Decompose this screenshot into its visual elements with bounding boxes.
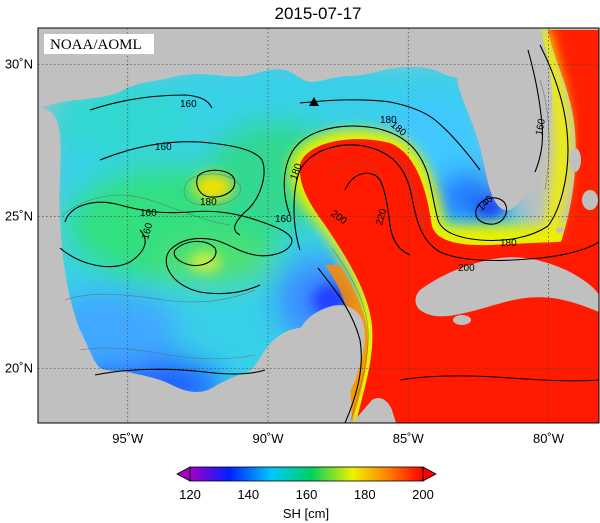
thin-contour-loop-outer: [309, 145, 426, 233]
central-america-coast: [352, 398, 396, 423]
colorbar-tick-label: 160: [296, 487, 318, 502]
mexico-land: [38, 108, 352, 423]
lon-tick-label: 80˚W: [533, 431, 565, 446]
lat-tick-label: 30˚N: [5, 56, 33, 71]
contour-label: 160: [155, 142, 172, 153]
contour-160-south-loop: [94, 368, 266, 376]
watermark-label: NOAA/AOML: [50, 37, 142, 53]
colorbar-tick-label: 180: [354, 487, 376, 502]
contour-140-florida: [475, 197, 508, 225]
bahamas-island-c: [525, 155, 531, 165]
contour-220-loop-core: [344, 172, 411, 256]
location-marker-triangle: [309, 97, 319, 106]
cyan-northwest: [50, 85, 190, 155]
contour-label: 180: [200, 197, 217, 208]
thin-contours: [61, 79, 550, 423]
lat-tick-label: 25˚N: [5, 208, 33, 223]
colorbar-tick-label: 200: [412, 487, 434, 502]
lat-tick-labels: 30˚N 25˚N 20˚N: [5, 56, 33, 375]
figure-title: 2015-07-17: [275, 4, 362, 23]
contour-160-northeast: [299, 99, 481, 171]
contour-label: 160: [140, 221, 155, 240]
colorbar-min-arrow: [176, 466, 191, 482]
lat-tick-label: 20˚N: [5, 360, 33, 375]
thin-contour-sw: [64, 289, 256, 303]
gulf-stream-yellow-edge: [536, 30, 572, 235]
land-masses: [38, 28, 599, 423]
colorbar-tick-label: 140: [237, 487, 259, 502]
colorbar-gradient: [190, 467, 423, 481]
contour-180-loop-outer: [283, 44, 569, 241]
lon-tick-label: 90˚W: [252, 431, 284, 446]
contour-label: 220: [374, 207, 389, 226]
colorbar-tick-labels: 120 140 160 180 200: [179, 487, 434, 502]
thin-contour-eddy: [183, 173, 241, 206]
bahamas-island-d: [556, 227, 564, 233]
thin-contour-gulfstream: [539, 79, 550, 191]
contour-label: 160: [275, 214, 292, 225]
contour-label: 160: [140, 208, 157, 219]
contour-label: 160: [534, 118, 548, 137]
lon-tick-labels: 95˚W 90˚W 85˚W 80˚W: [112, 431, 565, 446]
bahamas-island-b: [582, 190, 598, 210]
thin-contour-west: [61, 194, 231, 226]
contour-160-eddy-south: [173, 240, 217, 267]
contour-label: 160: [180, 99, 197, 110]
yellow-spot-south: [189, 252, 221, 272]
colorbar-outline: [189, 466, 424, 482]
map-panel: 160 160 180 160 160 160 180 200 220 180 …: [38, 28, 599, 423]
us-gulf-coast-land: [38, 28, 510, 108]
lon-tick-label: 85˚W: [393, 431, 425, 446]
colorbar-label: SH [cm]: [283, 506, 329, 521]
thin-contour-south: [79, 347, 256, 360]
contour-label: 200: [458, 263, 475, 274]
watermark-box: [44, 34, 154, 54]
bahamas-island-a: [569, 148, 581, 172]
contour-160-ring-west: [64, 201, 293, 295]
contour-200-loop-inner: [293, 144, 599, 262]
contour-200-caribbean: [399, 375, 599, 382]
colorbar-tick-label: 120: [179, 487, 201, 502]
cuba-island: [415, 257, 599, 317]
contour-label: 180: [500, 238, 517, 249]
contour-label: 180: [380, 115, 397, 126]
yellow-eddy-west: [193, 174, 233, 200]
loop-current-orange-fringe: [325, 265, 368, 423]
colorbar: 120 140 160 180 200 SH [cm]: [176, 466, 437, 521]
map-frame: [37, 27, 600, 424]
contour-160-north: [89, 94, 213, 111]
contour-160-gulfstream: [527, 49, 544, 173]
lon-tick-label: 95˚W: [112, 431, 144, 446]
isle-of-youth: [453, 315, 471, 325]
colorbar-max-arrow: [422, 466, 437, 482]
thin-contour-east: [331, 247, 369, 423]
contour-160-southwest: [59, 229, 146, 268]
map-gridlines: [38, 28, 599, 423]
yucatan-peninsula: [250, 305, 365, 423]
contour-180-eddy: [196, 169, 236, 198]
thick-contours: [59, 44, 599, 423]
contour-200-loop-east: [317, 267, 362, 423]
contour-160-central: [99, 141, 265, 236]
